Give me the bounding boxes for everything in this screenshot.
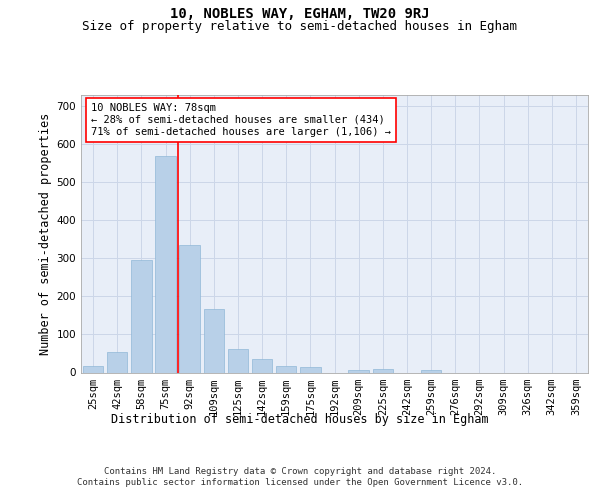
Bar (373, 368, 393, 372)
Bar (300, 367, 320, 372)
Bar (252, 359, 272, 372)
Bar (276, 366, 296, 372)
Bar (203, 308, 224, 372)
Bar (349, 370, 369, 372)
Text: 10, NOBLES WAY, EGHAM, TW20 9RJ: 10, NOBLES WAY, EGHAM, TW20 9RJ (170, 8, 430, 22)
Text: Contains HM Land Registry data © Crown copyright and database right 2024.
Contai: Contains HM Land Registry data © Crown c… (77, 468, 523, 487)
Text: Distribution of semi-detached houses by size in Egham: Distribution of semi-detached houses by … (111, 412, 489, 426)
Text: 10 NOBLES WAY: 78sqm
← 28% of semi-detached houses are smaller (434)
71% of semi: 10 NOBLES WAY: 78sqm ← 28% of semi-detac… (91, 104, 391, 136)
Bar (155, 156, 176, 372)
Bar (179, 245, 200, 372)
Bar (83, 366, 103, 372)
Bar (131, 260, 152, 372)
Bar (107, 352, 127, 372)
Y-axis label: Number of semi-detached properties: Number of semi-detached properties (40, 112, 52, 355)
Bar (227, 349, 248, 372)
Text: Size of property relative to semi-detached houses in Egham: Size of property relative to semi-detach… (83, 20, 517, 33)
Bar (421, 370, 442, 372)
